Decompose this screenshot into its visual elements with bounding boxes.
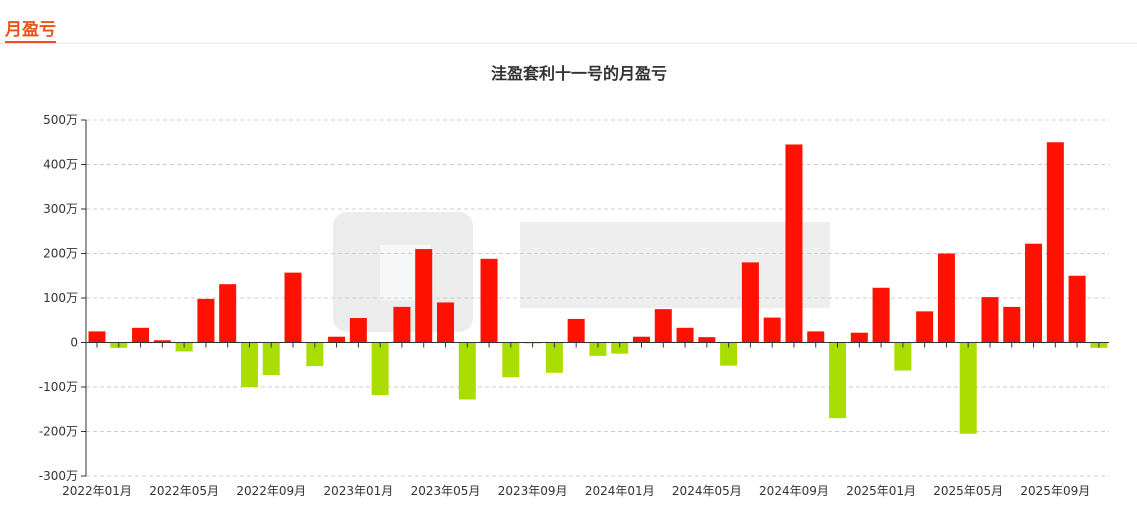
- x-tick-label: 2024年01月: [585, 484, 655, 498]
- y-tick-label: -100万: [39, 380, 78, 394]
- bar-2022年09月[interactable]: [262, 342, 280, 375]
- bar-2024年12月[interactable]: [850, 332, 868, 343]
- y-tick-label: 0: [70, 336, 78, 350]
- x-tick-label: 2024年05月: [672, 484, 742, 498]
- x-tick-label: 2025年09月: [1020, 484, 1090, 498]
- bar-2024年01月[interactable]: [611, 342, 629, 354]
- bar-2024年02月[interactable]: [633, 336, 650, 343]
- x-tick-label: 2025年01月: [846, 484, 916, 498]
- bar-2023年04月[interactable]: [415, 249, 433, 343]
- tab-header: 月盈亏: [0, 0, 1137, 44]
- bar-2022年06月[interactable]: [197, 298, 215, 343]
- bar-2022年03月[interactable]: [132, 327, 150, 343]
- bar-2024年10月[interactable]: [807, 331, 825, 343]
- bar-2022年12月[interactable]: [328, 336, 346, 343]
- x-tick-label: 2022年05月: [149, 484, 219, 498]
- x-tick-label: 2025年05月: [933, 484, 1003, 498]
- bar-2024年07月[interactable]: [741, 262, 759, 343]
- y-tick-label: 400万: [43, 158, 78, 172]
- tab-monthly-pnl[interactable]: 月盈亏: [5, 20, 56, 43]
- bar-2024年06月[interactable]: [720, 342, 738, 366]
- bar-2025年06月[interactable]: [981, 297, 999, 343]
- bar-2022年08月[interactable]: [240, 342, 258, 388]
- x-tick-label: 2023年01月: [323, 484, 393, 498]
- y-tick-label: 300万: [43, 202, 78, 216]
- bar-2025年01月[interactable]: [872, 287, 890, 343]
- gridlines: [86, 119, 1109, 477]
- bar-2024年05月[interactable]: [698, 337, 716, 343]
- x-tick-label: 2022年09月: [236, 484, 306, 498]
- bar-2023年06月[interactable]: [458, 342, 476, 400]
- bar-2024年04月[interactable]: [676, 327, 694, 343]
- x-tick-label: 2023年05月: [411, 484, 481, 498]
- bar-2025年09月[interactable]: [1046, 142, 1064, 343]
- bar-2025年03月[interactable]: [916, 311, 934, 343]
- bar-2023年07月[interactable]: [480, 258, 498, 343]
- x-tick-label: 2022年01月: [62, 484, 132, 498]
- bar-2025年04月[interactable]: [937, 253, 955, 343]
- watermark: [333, 212, 830, 332]
- bar-2023年10月[interactable]: [545, 342, 563, 373]
- bar-2025年05月[interactable]: [959, 342, 977, 434]
- bar-2024年08月[interactable]: [763, 317, 781, 343]
- bar-2023年05月[interactable]: [436, 302, 454, 343]
- bar-2023年12月[interactable]: [589, 342, 607, 356]
- y-tick-label: 500万: [43, 113, 78, 127]
- bar-2025年10月[interactable]: [1068, 275, 1086, 343]
- bar-2022年10月[interactable]: [284, 272, 302, 343]
- bar-2024年03月[interactable]: [654, 309, 672, 343]
- bars: [88, 142, 1108, 434]
- axes: -300万 -200万 -100万 0 100万 200万 300万 400万 500万 2022…: [39, 113, 1109, 498]
- bar-2024年09月[interactable]: [785, 144, 803, 343]
- bar-2025年07月[interactable]: [1003, 306, 1021, 343]
- bar-2025年02月[interactable]: [894, 342, 912, 371]
- y-tick-label: -200万: [39, 425, 78, 439]
- bar-2023年03月[interactable]: [393, 306, 411, 343]
- bar-2022年07月[interactable]: [219, 284, 237, 343]
- bar-2022年04月[interactable]: [153, 340, 171, 343]
- chart-title: 洼盈套利十一号的月盈亏: [491, 64, 667, 83]
- x-tick-label: 2024年09月: [759, 484, 829, 498]
- bar-2023年11月[interactable]: [567, 318, 585, 343]
- bar-2024年11月[interactable]: [829, 342, 847, 419]
- y-tick-label: 200万: [43, 247, 78, 261]
- bar-2025年08月[interactable]: [1025, 243, 1043, 343]
- y-tick-label: 100万: [43, 291, 78, 305]
- x-tick-label: 2023年09月: [498, 484, 568, 498]
- y-tick-label: -300万: [39, 469, 78, 483]
- bar-2022年01月[interactable]: [88, 331, 106, 343]
- bar-2023年08月[interactable]: [502, 342, 520, 378]
- bar-2023年02月[interactable]: [371, 342, 389, 396]
- bar-2022年11月[interactable]: [306, 342, 324, 367]
- bar-2023年01月[interactable]: [349, 318, 367, 343]
